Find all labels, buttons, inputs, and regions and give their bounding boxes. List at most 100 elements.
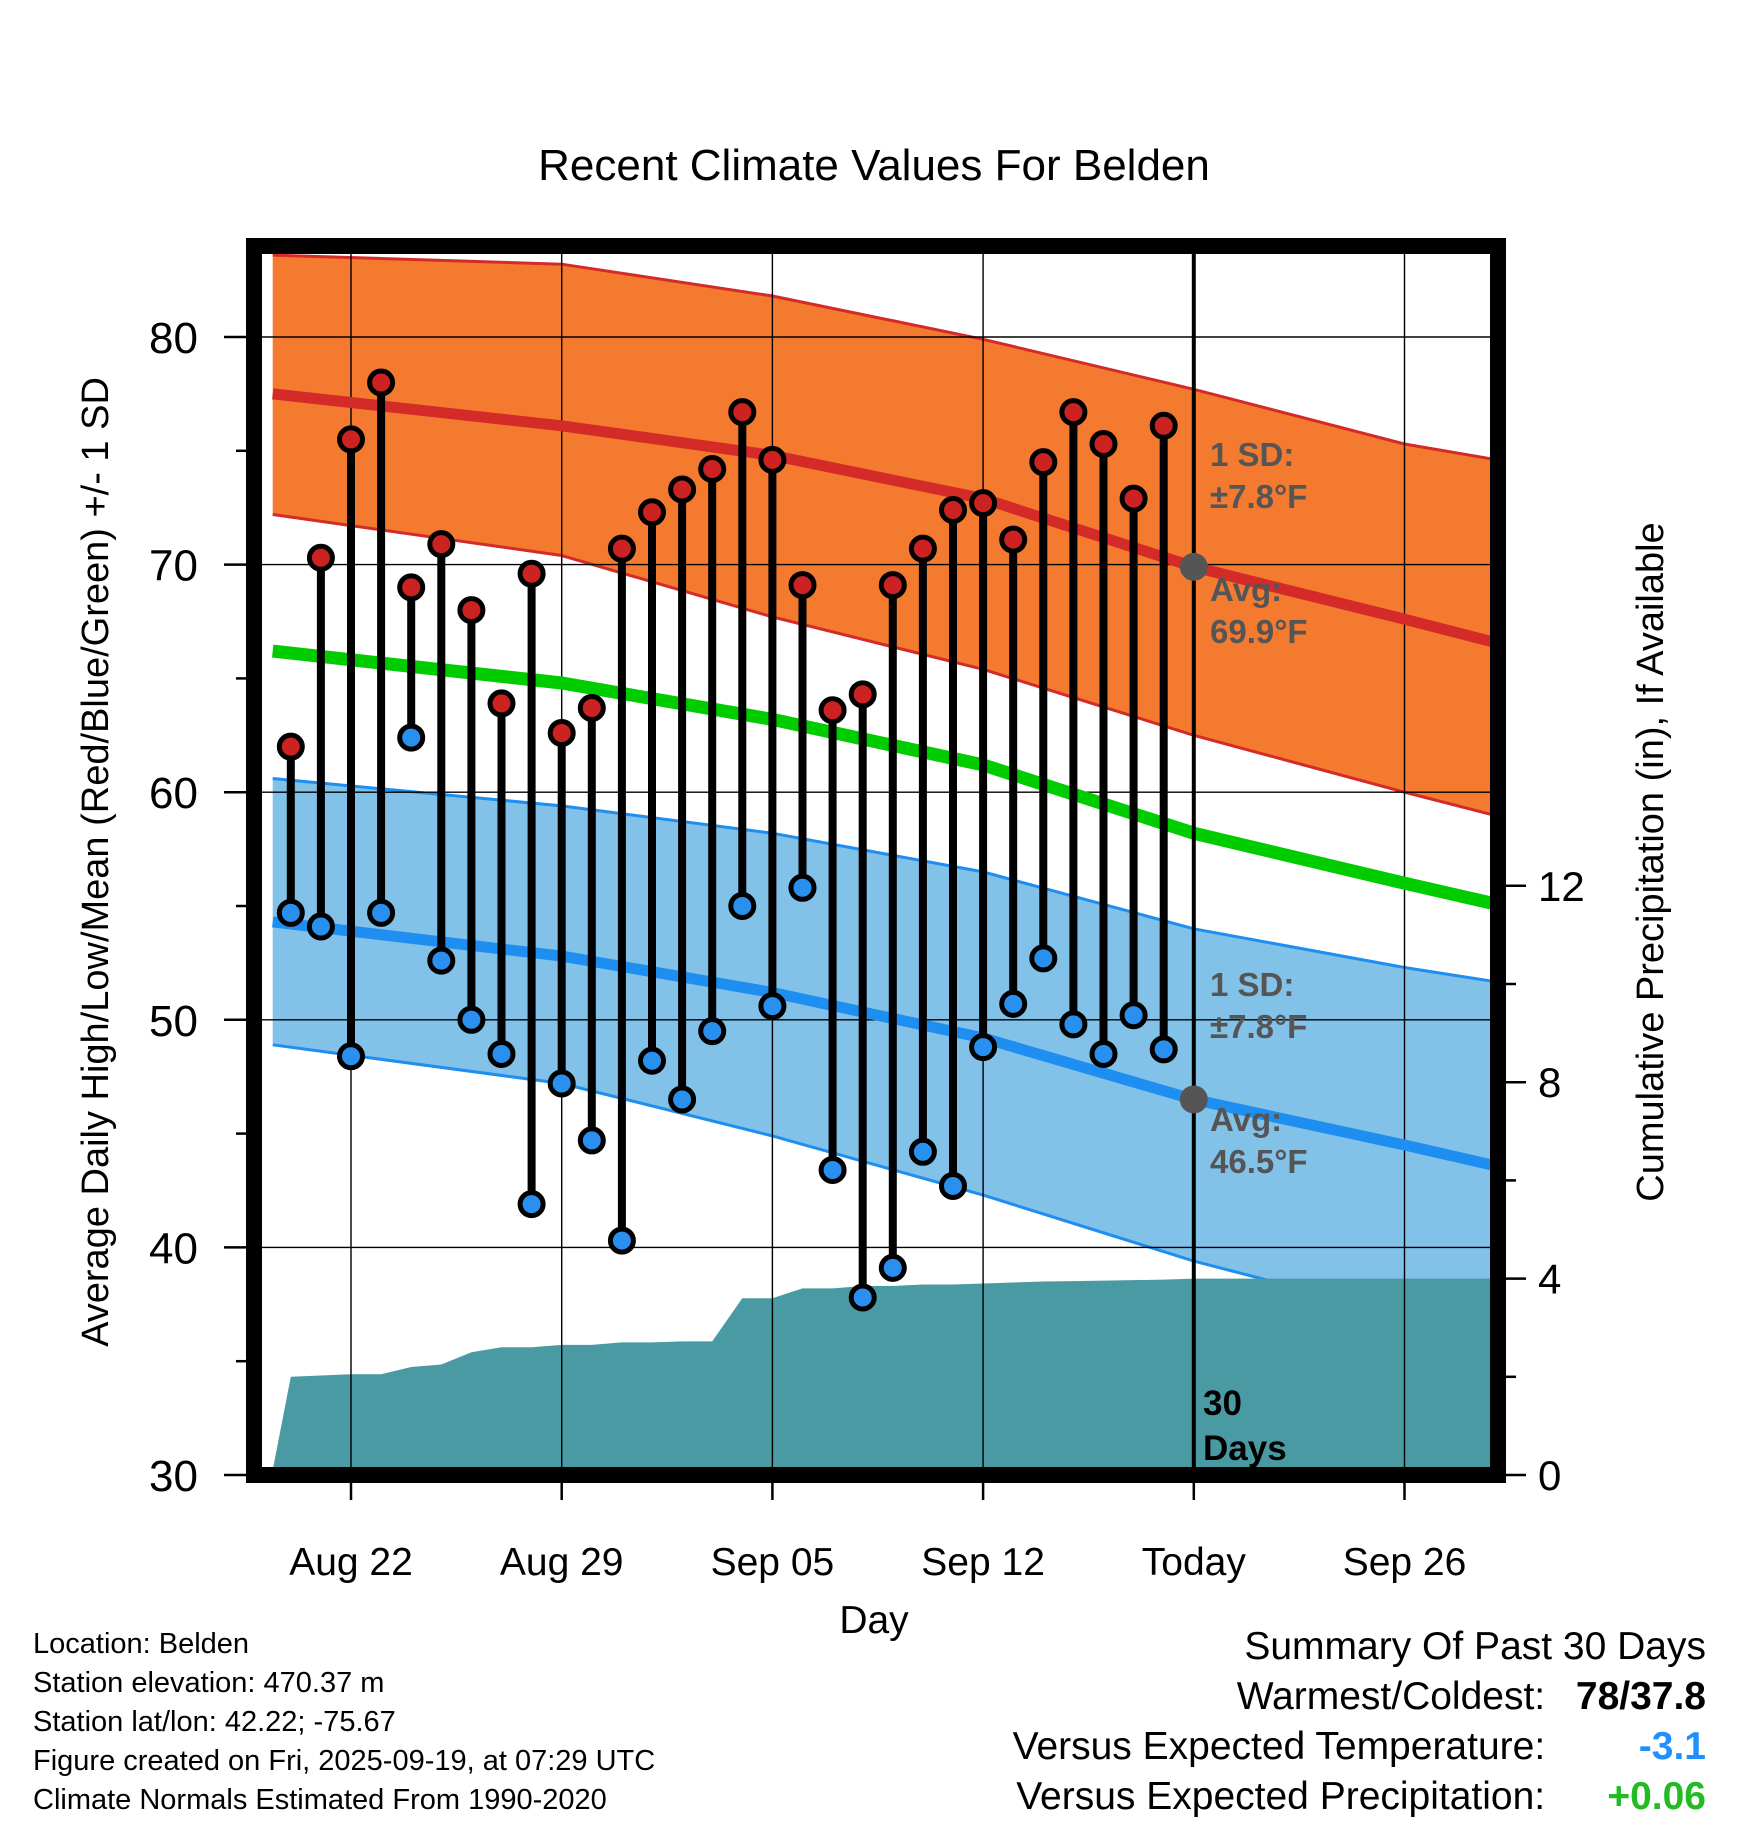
observed-low-point	[939, 1171, 967, 1200]
y-right-tick-label: 8	[1538, 1059, 1561, 1106]
observed-low-point	[969, 1033, 998, 1062]
observed-high-point	[638, 498, 666, 527]
latlon-text: Station lat/lon: 42.22; -75.67	[33, 1706, 396, 1738]
x-tick-label: Sep 05	[711, 1541, 835, 1584]
observed-low-point	[517, 1190, 546, 1219]
precip-area	[272, 1278, 1498, 1475]
observed-low-point	[487, 1039, 516, 1068]
y-tick-label: 80	[149, 314, 198, 363]
x-tick-label: Sep 12	[921, 1541, 1045, 1584]
y-axis-right-label: Cumulative Precipitation (in), If Availa…	[1630, 522, 1672, 1201]
summary-title: Summary Of Past 30 Days	[1244, 1625, 1706, 1668]
observed-high-point	[668, 475, 697, 504]
temp-label: Versus Expected Temperature:	[1012, 1725, 1546, 1768]
observed-low-point	[306, 912, 335, 941]
x-tick-label: Aug 29	[500, 1541, 624, 1584]
observed-high-point	[517, 559, 546, 588]
y-tick-label: 50	[149, 997, 198, 1046]
today-low-normal-point	[1179, 1085, 1208, 1114]
observed-low-point	[1089, 1039, 1118, 1068]
low-avg-label: Avg:	[1210, 1101, 1282, 1138]
observed-high-point	[698, 455, 727, 484]
observed-high-point	[1149, 411, 1178, 440]
observed-low-point	[1149, 1035, 1178, 1064]
low-sd-band	[272, 778, 1498, 1332]
observed-high-point	[939, 495, 967, 524]
observed-low-point	[397, 723, 426, 752]
observed-high-point	[818, 696, 847, 725]
y-right-tick-label: 4	[1538, 1256, 1561, 1303]
high-sd-label: 1 SD:	[1210, 436, 1294, 473]
observed-low-point	[427, 946, 456, 975]
axes: Aug 22 Aug 29 Sep 05 Sep 12 Today Sep 2630405…	[149, 314, 1585, 1584]
warmest-value: 78/37.8	[1575, 1675, 1706, 1718]
y-right-tick-label: 12	[1538, 863, 1585, 910]
y-tick-label: 30	[149, 1452, 198, 1501]
y-tick-label: 40	[149, 1224, 198, 1273]
summary-panel: Summary Of Past 30 Days Warmest/Coldest:…	[1013, 1622, 1706, 1822]
days-word-label: Days	[1203, 1429, 1287, 1468]
observed-high-point	[758, 445, 787, 474]
observed-high-point	[728, 398, 757, 427]
y-right-tick-label: 0	[1538, 1452, 1561, 1499]
precip-row: Versus Expected Precipitation: +0.06	[1013, 1772, 1706, 1822]
observed-high-point	[577, 693, 606, 722]
location-text: Location: Belden	[33, 1628, 250, 1660]
observed-high-point	[1059, 398, 1088, 427]
warmest-label: Warmest/Coldest:	[1236, 1675, 1546, 1718]
high-sd-value: ±7.8°F	[1210, 478, 1307, 515]
chart-title: Recent Climate Values For Belden	[538, 141, 1210, 190]
low-sd-value: ±7.8°F	[1210, 1008, 1307, 1045]
station-info: Location: Belden Station elevation: 470.…	[33, 1625, 655, 1820]
observed-high-point	[878, 571, 907, 600]
observed-high-point	[367, 368, 396, 397]
observed-low-point	[1119, 1001, 1148, 1030]
observed-high-point	[1089, 429, 1118, 458]
observed-low-point	[999, 989, 1028, 1018]
observed-low-point	[1059, 1010, 1088, 1039]
observed-high-point	[1029, 448, 1058, 477]
normals-text: Climate Normals Estimated From 1990-2020	[33, 1784, 607, 1816]
observed-low-point	[758, 992, 787, 1021]
observed-high-point	[457, 596, 486, 625]
observed-low-point	[577, 1126, 606, 1155]
high-avg-value: 69.9°F	[1210, 613, 1308, 650]
observed-high-point	[337, 425, 365, 454]
today-high-normal-point	[1179, 552, 1208, 581]
precip-value: +0.06	[1607, 1775, 1706, 1818]
observed-low-point	[547, 1069, 576, 1098]
y-axis-label: Average Daily High/Low/Mean (Red/Blue/Gr…	[75, 377, 117, 1347]
observed-high-point	[999, 525, 1028, 554]
high-avg-label: Avg:	[1210, 571, 1282, 608]
plot-frame	[246, 238, 1506, 1483]
plot-border	[246, 238, 1506, 1483]
observed-low-point	[818, 1156, 847, 1185]
observed-high-point	[848, 680, 877, 709]
temp-row: Versus Expected Temperature: -3.1	[1013, 1722, 1706, 1772]
x-tick-label: Today	[1142, 1541, 1247, 1584]
warmest-row: Warmest/Coldest: 78/37.8	[1013, 1672, 1706, 1722]
y-tick-label: 70	[149, 542, 198, 591]
observed-high-point	[1119, 484, 1148, 513]
observed-low-point	[457, 1005, 486, 1034]
observed-low-point	[728, 892, 757, 920]
observed-low-point	[638, 1046, 666, 1075]
observed-low-point	[788, 873, 817, 902]
observed-high-point	[788, 571, 817, 600]
observed-high-point	[397, 573, 426, 602]
observed-low-point	[848, 1283, 877, 1312]
observed-low-point	[668, 1085, 697, 1114]
observed-high-point	[607, 534, 636, 563]
observed-low-point	[878, 1253, 907, 1282]
y-tick-label: 60	[149, 769, 198, 818]
temp-value: -3.1	[1638, 1725, 1706, 1768]
observed-high-point	[276, 732, 305, 761]
created-text: Figure created on Fri, 2025-09-19, at 07…	[33, 1745, 656, 1777]
x-tick-label: Sep 26	[1343, 1541, 1467, 1584]
observed-low-point	[337, 1042, 365, 1071]
observed-high-point	[306, 543, 335, 572]
observed-high-point	[487, 689, 516, 718]
observed-low-point	[698, 1017, 727, 1046]
elevation-text: Station elevation: 470.37 m	[33, 1667, 385, 1699]
